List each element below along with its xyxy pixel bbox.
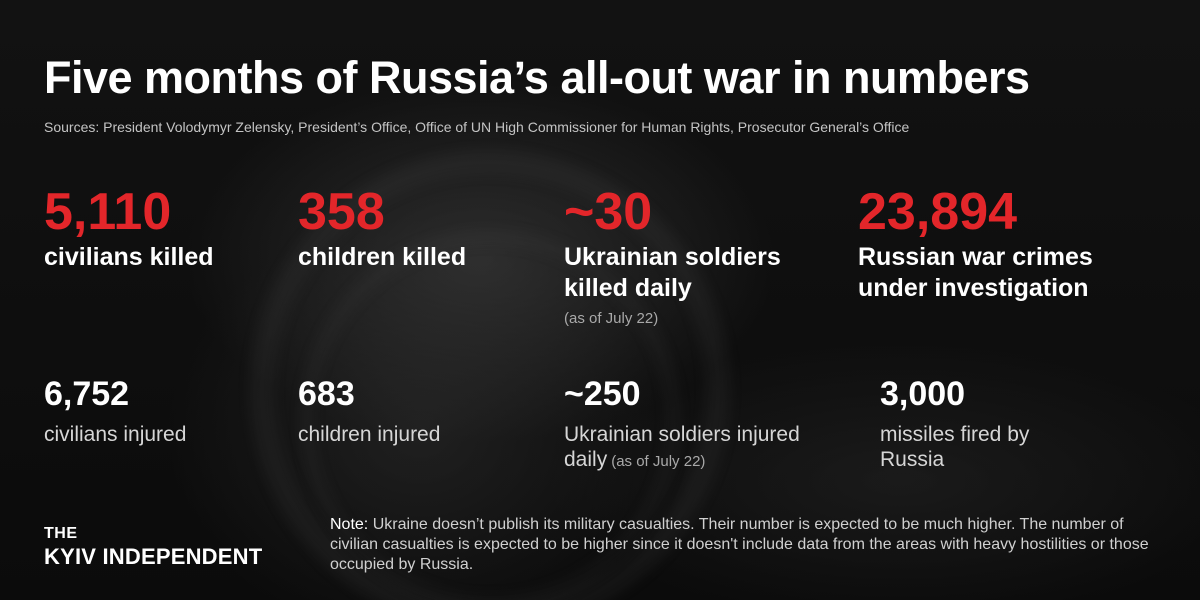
logo-name: KYIV INDEPENDENT	[44, 544, 263, 569]
stat-value: ~30	[564, 183, 653, 241]
stat-value: 6,752	[44, 375, 130, 413]
stat-value: 23,894	[858, 183, 1018, 241]
stat-missiles-fired: 3,000 missiles fired by Russia	[880, 374, 1070, 472]
stat-children-killed: 358 children killed	[298, 184, 528, 273]
stat-war-crimes: 23,894 Russian war crimes under investig…	[858, 184, 1158, 304]
stat-children-injured: 683 children injured	[298, 374, 528, 447]
footnote-text: Ukraine doesn’t publish its military cas…	[330, 516, 1149, 573]
stat-value: 683	[298, 375, 355, 413]
stat-civilians-killed: 5,110 civilians killed	[44, 184, 274, 273]
sources-line: Sources: President Volodymyr Zelensky, P…	[44, 119, 910, 135]
stat-value: 3,000	[880, 375, 966, 413]
stat-date-note: (as of July 22)	[564, 310, 659, 327]
stat-value: 5,110	[44, 183, 172, 241]
kyiv-independent-logo: THE KYIV INDEPENDENT	[44, 526, 262, 570]
footnote: Note: Ukraine doesn’t publish its milita…	[330, 515, 1160, 575]
stat-label: civilians injured	[44, 423, 187, 446]
stat-value: ~250	[564, 375, 641, 413]
stat-label: Ukrainian soldiers injured daily	[564, 423, 800, 471]
footnote-lead: Note:	[330, 516, 369, 533]
stat-civilians-injured: 6,752 civilians injured	[44, 374, 274, 447]
stat-label: Russian war crimes under investigation	[858, 243, 1093, 302]
stat-label: civilians killed	[44, 243, 214, 271]
stat-date-note: (as of July 22)	[611, 453, 706, 470]
stat-soldiers-killed-daily: ~30 Ukrainian soldiers killed daily (as …	[564, 184, 814, 327]
stat-label-group: Ukrainian soldiers injured daily (as of J…	[564, 422, 854, 474]
stat-label: Ukrainian soldiers killed daily	[564, 243, 781, 302]
stat-label: children killed	[298, 243, 467, 271]
logo-the: THE	[44, 525, 78, 542]
page-title: Five months of Russia’s all-out war in n…	[44, 52, 1030, 103]
stat-label: missiles fired by Russia	[880, 423, 1030, 471]
stat-label: children injured	[298, 423, 441, 446]
stat-soldiers-injured-daily: ~250 Ukrainian soldiers injured daily (as…	[564, 374, 854, 474]
stat-value: 358	[298, 183, 385, 241]
